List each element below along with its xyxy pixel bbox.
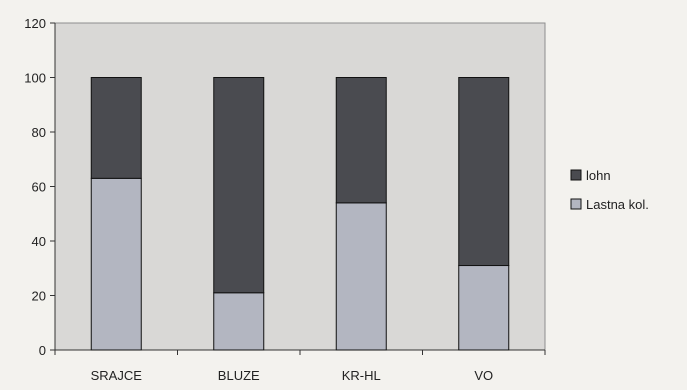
legend-swatch <box>570 198 582 210</box>
bar-srajce-lohn <box>90 77 142 179</box>
bar-vo-lohn <box>458 77 510 267</box>
category-label: KR-HL <box>342 368 381 383</box>
y-tick-label: 80 <box>32 125 46 140</box>
category-label: VO <box>474 368 493 383</box>
y-tick-label: 100 <box>24 71 46 86</box>
bars <box>90 77 510 351</box>
category-labels: SRAJCE BLUZE KR-HL VO <box>91 368 494 383</box>
y-tick-label: 0 <box>39 343 46 358</box>
legend: lohn Lastna kol. <box>570 168 649 212</box>
bar-bluze-lastna-kol- <box>213 292 265 351</box>
legend-swatch <box>570 169 582 181</box>
y-tick-label: 60 <box>32 180 46 195</box>
category-label: SRAJCE <box>91 368 143 383</box>
legend-label: lohn <box>586 168 611 183</box>
y-tick-label: 20 <box>32 289 46 304</box>
bar-kr-hl-lastna-kol- <box>335 202 387 351</box>
bar-vo-lastna-kol- <box>458 265 510 351</box>
category-label: BLUZE <box>218 368 260 383</box>
y-tick-label: 120 <box>24 16 46 31</box>
bar-srajce-lastna-kol- <box>90 177 142 351</box>
y-tick-label: 40 <box>32 234 46 249</box>
legend-label: Lastna kol. <box>586 197 649 212</box>
bar-kr-hl-lohn <box>335 77 387 204</box>
bar-bluze-lohn <box>213 77 265 294</box>
